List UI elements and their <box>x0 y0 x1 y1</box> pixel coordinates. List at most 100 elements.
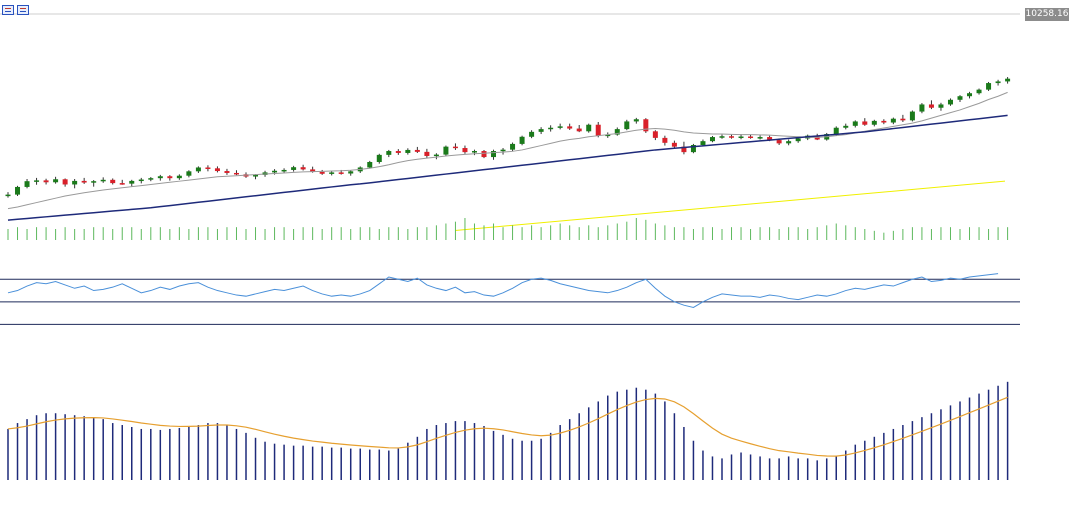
candle-body <box>719 136 725 138</box>
candle-body <box>614 129 620 135</box>
candle-body <box>510 143 516 150</box>
candle-body <box>519 136 525 144</box>
candle-body <box>195 167 201 172</box>
candle-body <box>471 151 477 153</box>
candle-body <box>786 141 792 144</box>
moving-averages <box>7 91 1008 232</box>
candle-body <box>1005 78 1011 82</box>
candle-body <box>395 151 401 153</box>
candle-body <box>633 119 639 122</box>
candle-body <box>34 180 40 182</box>
candle-body <box>224 171 230 173</box>
candle-body <box>690 145 696 153</box>
candle-body <box>452 146 458 149</box>
candle-body <box>595 124 601 136</box>
candle-body <box>833 127 839 135</box>
candle-body <box>310 169 316 172</box>
rsi-panel <box>0 273 1020 325</box>
settings-icon[interactable] <box>17 5 29 15</box>
candle-body <box>167 176 173 179</box>
price-panel[interactable] <box>5 77 1011 198</box>
volume-panel <box>7 218 1009 240</box>
candle-body <box>662 137 668 143</box>
candle-body <box>138 179 144 182</box>
candle-body <box>767 137 773 141</box>
chart-toolbar <box>2 5 29 15</box>
candle-body <box>548 127 554 130</box>
candle-body <box>62 179 68 185</box>
candle-body <box>43 180 49 183</box>
candle-body <box>776 140 782 144</box>
candle-body <box>795 138 801 142</box>
candle-body <box>376 154 382 162</box>
candle-body <box>500 149 506 152</box>
candle-body <box>567 126 573 129</box>
candle-body <box>367 162 373 168</box>
candle-body <box>491 151 497 158</box>
candle-body <box>919 104 925 112</box>
candle-body <box>529 131 535 137</box>
candle-body <box>852 121 858 126</box>
candle-body <box>976 89 982 94</box>
candle-body <box>557 126 563 128</box>
candle-body <box>586 124 592 132</box>
candle-body <box>938 104 944 108</box>
candle-body <box>643 119 649 132</box>
candle-body <box>909 111 915 121</box>
sma_long-line <box>454 180 1006 232</box>
candle-body <box>729 136 735 138</box>
candle-body <box>671 142 677 147</box>
macd-signal-line <box>7 396 1008 457</box>
rsi-line <box>7 273 999 308</box>
candle-body <box>405 149 411 153</box>
sma_slow-line <box>7 114 1008 221</box>
candle-body <box>348 171 354 174</box>
candle-body <box>53 179 59 183</box>
candle-body <box>881 120 887 123</box>
candle-body <box>253 174 259 177</box>
candle-body <box>338 172 344 174</box>
candle-body <box>281 169 287 172</box>
candle-body <box>843 125 849 128</box>
candle-body <box>176 175 182 179</box>
candle-body <box>967 93 973 97</box>
candle-body <box>443 146 449 155</box>
candle-body <box>272 170 278 173</box>
candle-body <box>148 178 154 180</box>
candle-body <box>15 186 21 195</box>
candle-body <box>100 179 106 182</box>
candle-body <box>214 168 220 172</box>
candle-body <box>605 134 611 137</box>
candle-body <box>681 146 687 153</box>
candle-body <box>871 120 877 125</box>
candle-body <box>300 167 306 170</box>
candle-body <box>91 181 97 183</box>
candle-body <box>700 141 706 146</box>
sma_fast-line <box>7 91 1008 210</box>
candle-body <box>319 171 325 174</box>
candle-body <box>233 172 239 175</box>
candle-body <box>186 171 192 176</box>
candle-body <box>624 121 630 130</box>
candle-body <box>414 149 420 152</box>
candle-body <box>995 81 1001 84</box>
candle-body <box>462 148 468 153</box>
candle-body <box>947 99 953 105</box>
candle-body <box>652 131 658 138</box>
candle-body <box>986 83 992 90</box>
candle-body <box>748 136 754 139</box>
candle-body <box>757 137 763 139</box>
candle-body <box>329 172 335 174</box>
candle-body <box>110 179 116 184</box>
candle-body <box>129 180 135 184</box>
candle-body <box>157 176 163 179</box>
candle-body <box>957 96 963 100</box>
layout-icon[interactable] <box>2 5 14 15</box>
candle-body <box>5 194 11 197</box>
candle-body <box>900 118 906 121</box>
candle-body <box>119 183 125 185</box>
current-price-label: 10258.16 <box>1025 8 1069 21</box>
candle-body <box>72 180 78 185</box>
candle-body <box>424 151 430 156</box>
